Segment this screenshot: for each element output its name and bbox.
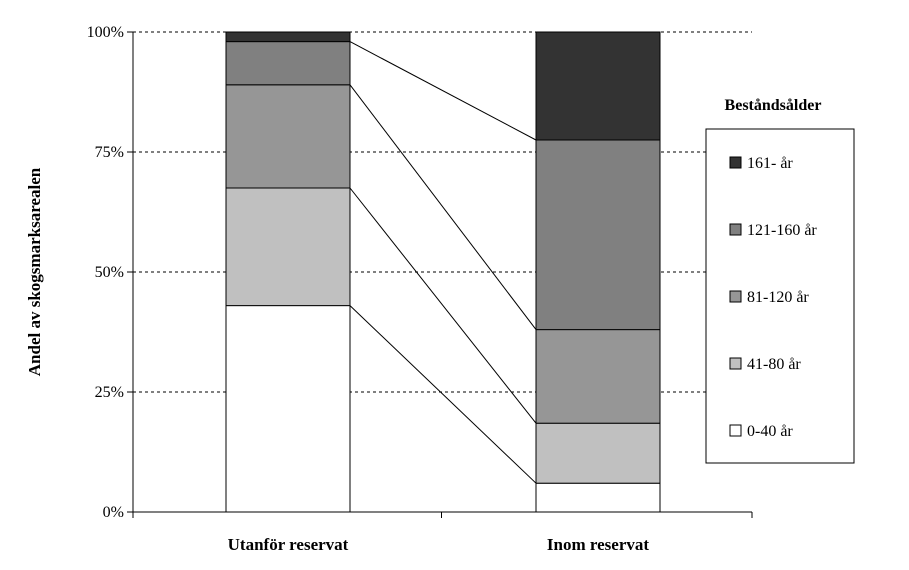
- bar-segment: [535, 139, 661, 331]
- legend-title: Beståndsålder: [725, 97, 822, 114]
- x-tick-label: Utanför reservat: [228, 535, 349, 554]
- legend-item: 0-40 år: [729, 423, 793, 440]
- legend-item: 41-80 år: [729, 356, 801, 373]
- axes: [127, 31, 753, 518]
- bar-segment: [535, 422, 661, 484]
- bar-segment: [225, 84, 351, 189]
- bar-segment: [225, 31, 351, 43]
- series-lines: [349, 41, 537, 484]
- y-tick-label: 0%: [103, 504, 124, 521]
- legend-swatch: [729, 357, 742, 370]
- y-tick-label: 50%: [95, 264, 124, 281]
- legend-item: 161- år: [729, 155, 793, 172]
- bar-segment: [225, 305, 351, 513]
- bar-segment: [535, 482, 661, 513]
- legend-label: 41-80 år: [747, 356, 801, 373]
- legend-swatch: [729, 290, 742, 303]
- legend-label: 161- år: [747, 155, 793, 172]
- bar-segment: [225, 41, 351, 86]
- legend-swatch: [729, 156, 742, 169]
- y-tick-labels: 0% 25% 50% 75% 100%: [87, 24, 124, 521]
- x-tick-labels: Utanför reservat Inom reservat: [228, 535, 650, 554]
- legend-swatch: [729, 223, 742, 236]
- legend-label: 121-160 år: [747, 222, 817, 239]
- y-axis-label: Andel av skogsmarksarealen: [25, 167, 44, 376]
- series-line: [349, 187, 537, 424]
- y-tick-label: 75%: [95, 144, 124, 161]
- x-tick-label: Inom reservat: [547, 535, 649, 554]
- series-line: [349, 305, 537, 484]
- bar-segment: [535, 31, 661, 141]
- legend: Beståndsålder 161- år 121-160 år 81-120 år…: [705, 97, 855, 464]
- legend-swatch: [729, 424, 742, 437]
- y-tick-label: 25%: [95, 384, 124, 401]
- bars: [225, 31, 661, 513]
- series-line: [349, 41, 537, 141]
- bar-segment: [225, 187, 351, 307]
- legend-item: 121-160 år: [729, 222, 817, 239]
- legend-item: 81-120 år: [729, 289, 809, 306]
- legend-label: 81-120 år: [747, 289, 809, 306]
- legend-items: 161- år 121-160 år 81-120 år 41-80 år 0-40 å…: [729, 155, 817, 440]
- bar-segment: [535, 329, 661, 424]
- y-tick-label: 100%: [87, 24, 124, 41]
- legend-label: 0-40 år: [747, 423, 793, 440]
- series-line: [349, 84, 537, 330]
